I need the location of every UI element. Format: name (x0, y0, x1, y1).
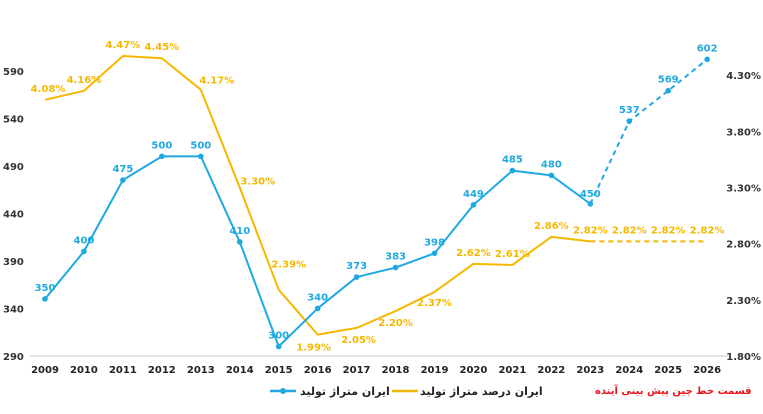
x-tick-label: 2015 (265, 365, 293, 376)
data-label: 340 (307, 292, 328, 303)
data-label: 4.08% (31, 84, 66, 95)
right-tick-label: 3.30% (726, 183, 761, 194)
data-label: 569 (658, 75, 679, 86)
data-label: 383 (385, 252, 406, 263)
left-tick-label: 440 (3, 209, 24, 220)
data-point (159, 153, 165, 160)
right-tick-label: 2.30% (726, 296, 761, 307)
x-tick-label: 2025 (654, 365, 682, 376)
data-point (81, 248, 87, 255)
data-label: 400 (74, 235, 95, 246)
left-tick-label: 590 (3, 67, 24, 78)
x-tick-label: 2013 (187, 365, 215, 376)
x-tick-label: 2024 (615, 365, 643, 376)
x-tick-label: 2021 (498, 365, 526, 376)
left-tick-label: 390 (3, 257, 24, 268)
data-label: 2.62% (456, 248, 491, 259)
data-point (314, 305, 321, 312)
data-label: 4.45% (144, 42, 179, 53)
data-label: 2.82% (573, 225, 608, 236)
left-tick-label: 540 (3, 114, 24, 125)
data-point (42, 296, 48, 302)
right-tick-label: 2.80% (726, 240, 761, 251)
data-label: 373 (346, 261, 367, 272)
data-point (236, 239, 243, 245)
data-label: 3.30% (240, 176, 275, 187)
data-label: 4.47% (106, 40, 141, 51)
series-meterage: 350 400 475 500 500 410 300 340 373 383 398 449 485 4… (35, 43, 718, 350)
left-tick-label: 490 (3, 162, 24, 173)
data-point (665, 87, 671, 94)
data-point (431, 250, 438, 257)
data-point (120, 177, 126, 183)
data-label: 602 (697, 43, 718, 54)
data-point (392, 264, 399, 271)
x-tick-label: 2018 (382, 365, 410, 376)
data-label: 500 (190, 140, 211, 151)
x-tick-label: 2017 (343, 365, 371, 376)
data-label: 300 (268, 330, 289, 341)
data-label: 475 (112, 164, 133, 175)
data-label: 537 (619, 105, 640, 116)
data-label: 2.39% (271, 260, 306, 271)
x-tick-label: 2014 (226, 365, 254, 376)
data-label: 2.37% (417, 298, 452, 309)
x-tick-label: 2023 (576, 365, 604, 376)
data-label: 2.82% (612, 225, 647, 236)
data-label: 480 (541, 159, 562, 170)
forecast-note: قسمت خط چین پیش بینی آینده (595, 384, 752, 397)
x-tick-label: 2020 (460, 365, 488, 376)
data-label: 2.05% (341, 335, 376, 346)
legend-percent-label: ایران درصد متراژ تولید (420, 385, 543, 398)
x-tick-label: 2016 (304, 365, 332, 376)
data-point (548, 172, 555, 179)
right-axis: 1.80% 2.30% 2.80% 3.30% 3.80% 4.30% (726, 71, 761, 363)
data-point (353, 274, 360, 280)
series-percent: 4.08%4.16% 4.47% 4.45% 4.17% 3.30% 2.39% 1.99%… (31, 40, 725, 354)
legend: ایران درصد متراژ تولید ایران متراژ تولید (270, 385, 543, 398)
data-label: 4.17% (199, 76, 234, 87)
x-tick-label: 2012 (148, 365, 176, 376)
data-label: 2.82% (651, 225, 686, 236)
data-label: 350 (35, 283, 56, 294)
data-point (626, 118, 633, 124)
x-axis: 2009 2010 2011 2012 2013 2014 2015 2016 2017 2018… (31, 365, 721, 376)
left-axis: 290 340 390 440 490 540 590 (3, 67, 24, 363)
x-tick-label: 2009 (31, 365, 59, 376)
data-point (198, 153, 204, 160)
series-line-forecast (589, 58, 708, 205)
legend-meterage-label: ایران متراژ تولید (300, 385, 390, 398)
data-point (587, 201, 594, 207)
data-label: 449 (463, 189, 484, 200)
data-label: 2.82% (690, 225, 725, 236)
data-label: 4.16% (67, 75, 102, 86)
left-tick-label: 340 (3, 304, 24, 315)
data-point (704, 56, 710, 63)
data-label: 410 (229, 226, 250, 237)
right-tick-label: 1.80% (726, 352, 761, 363)
data-label: 2.86% (534, 221, 569, 232)
data-point (509, 167, 516, 174)
x-tick-label: 2022 (537, 365, 565, 376)
data-label: 2.20% (378, 318, 413, 329)
x-tick-label: 2026 (693, 365, 721, 376)
x-tick-label: 2011 (109, 365, 137, 376)
series-line-actual (44, 54, 591, 336)
data-label: 1.99% (296, 343, 331, 354)
data-point (275, 343, 282, 350)
data-point (470, 202, 477, 208)
left-tick-label: 290 (3, 352, 24, 363)
x-tick-label: 2019 (421, 365, 449, 376)
data-label: 398 (424, 237, 445, 248)
data-label: 500 (151, 140, 172, 151)
right-tick-label: 3.80% (726, 127, 761, 138)
x-tick-label: 2010 (70, 365, 98, 376)
right-tick-label: 4.30% (726, 71, 761, 82)
data-label: 2.61% (495, 249, 530, 260)
data-label: 485 (502, 155, 523, 166)
legend-meterage-marker (280, 388, 286, 394)
data-label: 450 (580, 189, 601, 200)
